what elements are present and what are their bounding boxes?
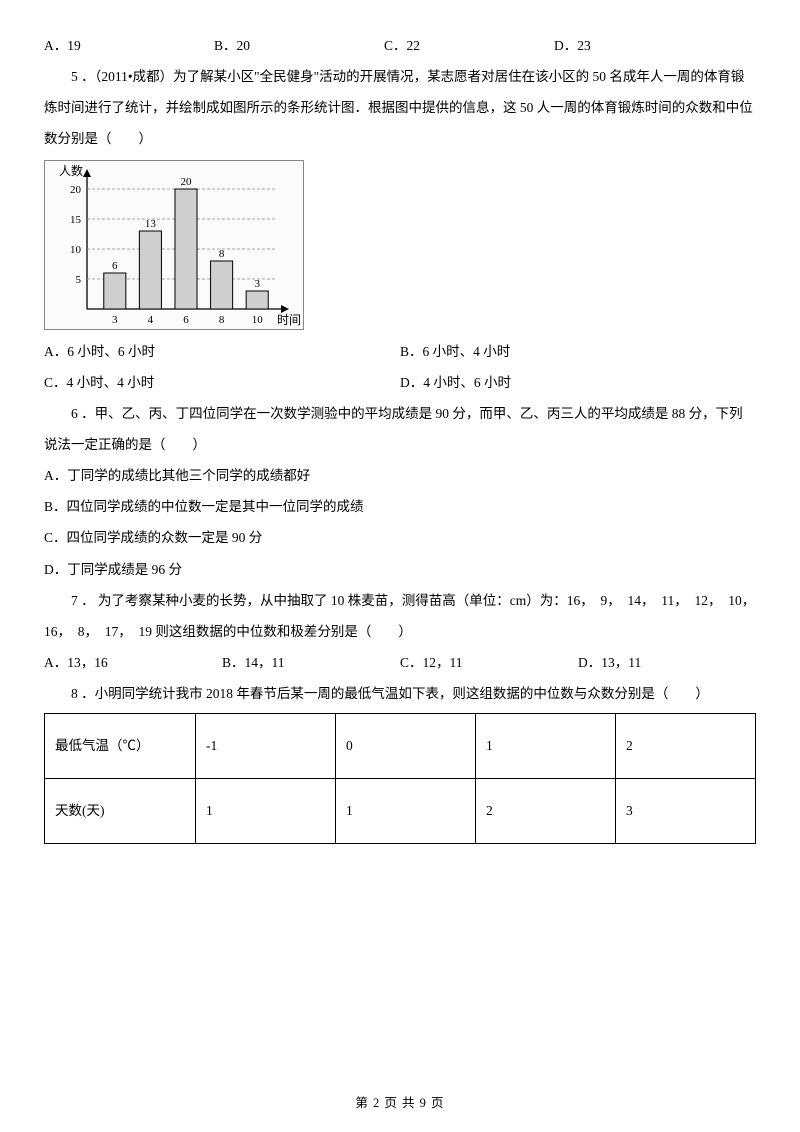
option-b: B．6 小时、4 小时 bbox=[400, 336, 756, 367]
option-d: D．23 bbox=[554, 30, 724, 61]
question-5-options-row2: C．4 小时、4 小时 D．4 小时、6 小时 bbox=[44, 367, 756, 398]
option-a: A．丁同学的成绩比其他三个同学的成绩都好 bbox=[44, 460, 756, 491]
cell: 1 bbox=[476, 713, 616, 778]
temperature-table: 最低气温（℃） -1 0 1 2 天数(天) 1 1 2 3 bbox=[44, 713, 756, 844]
cell: 2 bbox=[476, 778, 616, 843]
option-c: C．4 小时、4 小时 bbox=[44, 367, 400, 398]
table-row: 天数(天) 1 1 2 3 bbox=[45, 778, 756, 843]
option-c: C．12，11 bbox=[400, 647, 578, 678]
question-5-options-row1: A．6 小时、6 小时 B．6 小时、4 小时 bbox=[44, 336, 756, 367]
question-8-stem: 8 ．小明同学统计我市 2018 年春节后某一周的最低气温如下表，则这组数据的中… bbox=[44, 678, 756, 709]
svg-text:时间: 时间 bbox=[277, 313, 301, 327]
option-c: C．22 bbox=[384, 30, 554, 61]
question-7-stem: 7 ． 为了考察某种小麦的长势，从中抽取了 10 株麦苗，测得苗高（单位：cm）… bbox=[44, 585, 756, 647]
question-6-stem: 6 ．甲、乙、丙、丁四位同学在一次数学测验中的平均成绩是 90 分，而甲、乙、丙… bbox=[44, 398, 756, 460]
cell: -1 bbox=[196, 713, 336, 778]
question-4-options: A．19 B．20 C．22 D．23 bbox=[44, 30, 756, 61]
option-a: A．19 bbox=[44, 30, 214, 61]
svg-text:15: 15 bbox=[70, 214, 82, 226]
cell: 1 bbox=[336, 778, 476, 843]
option-b: B．20 bbox=[214, 30, 384, 61]
svg-text:3: 3 bbox=[112, 314, 118, 326]
svg-text:10: 10 bbox=[252, 314, 264, 326]
table-row: 最低气温（℃） -1 0 1 2 bbox=[45, 713, 756, 778]
question-7-options: A．13，16 B．14，11 C．12，11 D．13，11 bbox=[44, 647, 756, 678]
option-b: B．四位同学成绩的中位数一定是其中一位同学的成绩 bbox=[44, 491, 756, 522]
cell: 2 bbox=[616, 713, 756, 778]
option-d: D．4 小时、6 小时 bbox=[400, 367, 756, 398]
cell: 1 bbox=[196, 778, 336, 843]
svg-text:3: 3 bbox=[254, 278, 260, 290]
svg-text:6: 6 bbox=[183, 314, 189, 326]
svg-text:4: 4 bbox=[148, 314, 154, 326]
svg-text:5: 5 bbox=[76, 274, 82, 286]
svg-text:6: 6 bbox=[112, 260, 118, 272]
option-a: A．13，16 bbox=[44, 647, 222, 678]
question-5-stem: 5 ．（2011•成都）为了解某小区"全民健身"活动的开展情况，某志愿者对居住在… bbox=[44, 61, 756, 154]
svg-text:人数: 人数 bbox=[59, 163, 83, 178]
svg-text:10: 10 bbox=[70, 244, 82, 256]
svg-text:20: 20 bbox=[70, 184, 82, 196]
svg-text:13: 13 bbox=[145, 218, 157, 230]
option-d: D．丁同学成绩是 96 分 bbox=[44, 554, 756, 585]
page-footer: 第 2 页 共 9 页 bbox=[0, 1089, 800, 1118]
svg-text:20: 20 bbox=[181, 176, 193, 188]
bar-chart: 5 10 15 20 人数时间 6 3 13 4 20 6 8 8 3 10 bbox=[44, 160, 304, 330]
svg-text:8: 8 bbox=[219, 248, 225, 260]
row-label: 最低气温（℃） bbox=[45, 713, 196, 778]
row-label: 天数(天) bbox=[45, 778, 196, 843]
option-c: C．四位同学成绩的众数一定是 90 分 bbox=[44, 522, 756, 553]
option-d: D．13，11 bbox=[578, 647, 756, 678]
cell: 0 bbox=[336, 713, 476, 778]
cell: 3 bbox=[616, 778, 756, 843]
option-a: A．6 小时、6 小时 bbox=[44, 336, 400, 367]
option-b: B．14，11 bbox=[222, 647, 400, 678]
svg-text:8: 8 bbox=[219, 314, 225, 326]
